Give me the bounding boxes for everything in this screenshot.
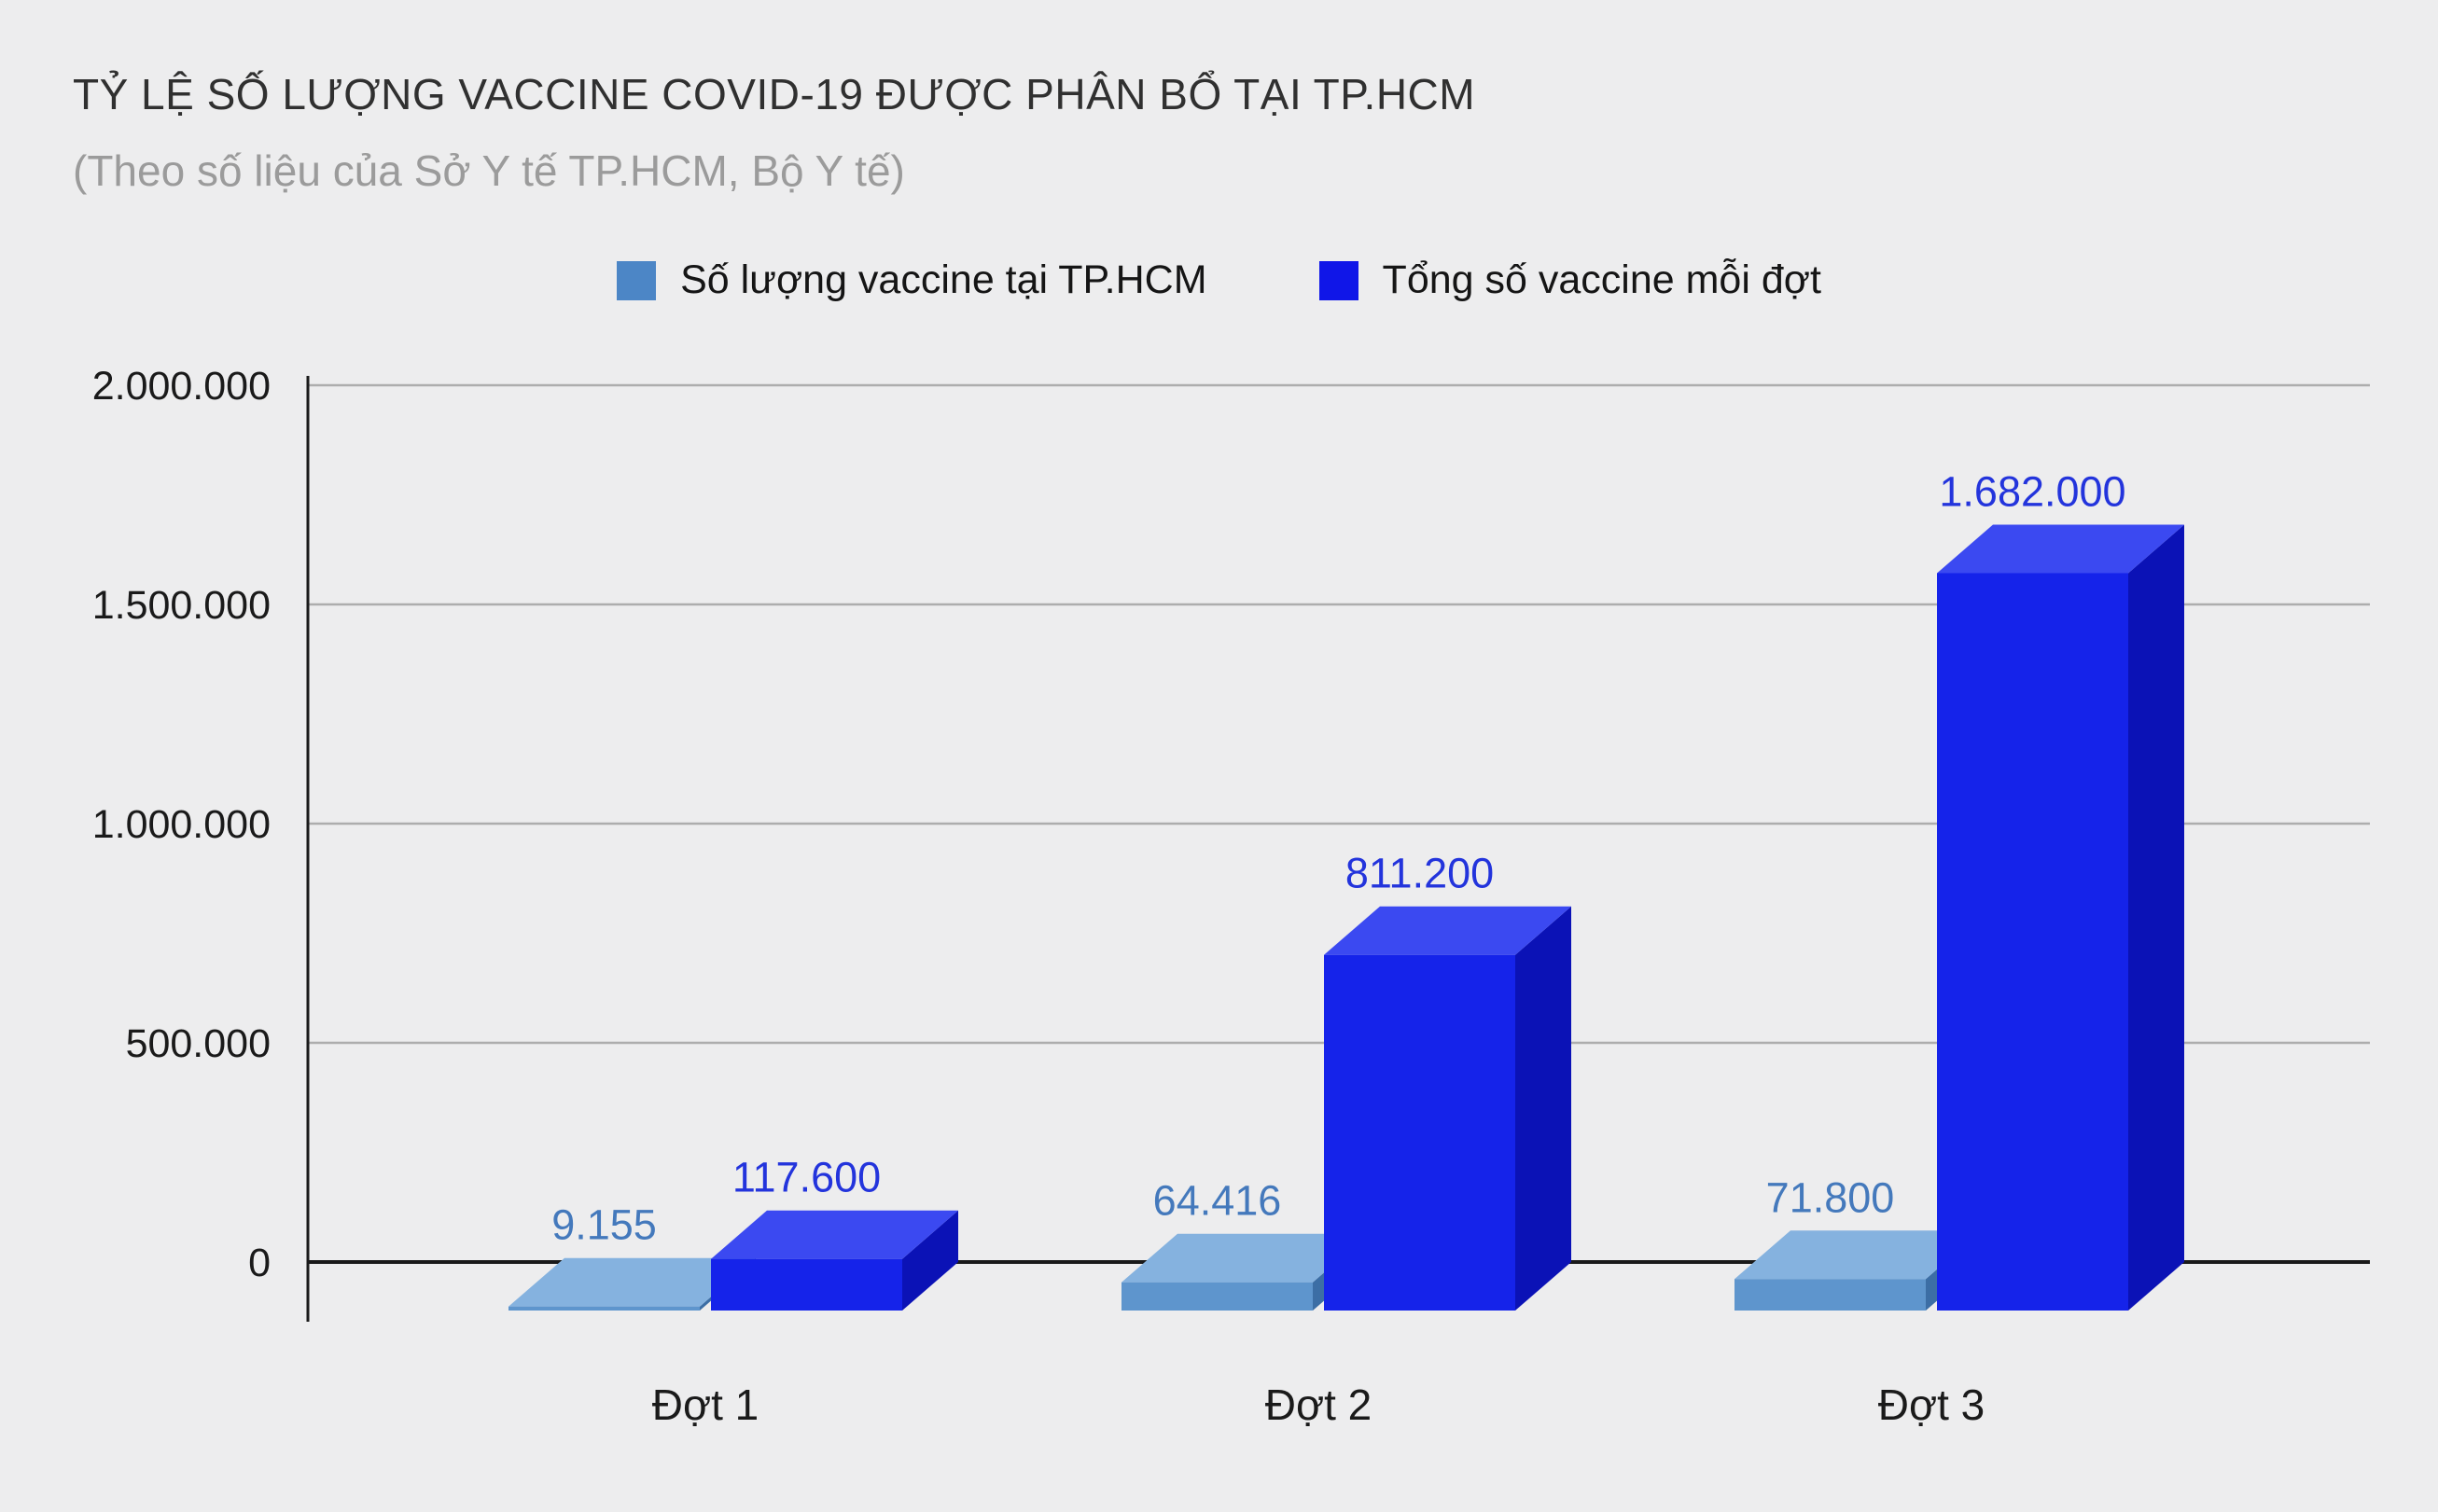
bar-group2-series2-front-face [1324, 954, 1515, 1311]
bar-group1-series2-front-face [711, 1258, 902, 1311]
bar-group2-series1-front-face [1121, 1282, 1313, 1311]
legend-label-hcm-vaccines: Số lượng vaccine tại TP.HCM [680, 257, 1207, 302]
bar-group1-series2-side-face [902, 1210, 958, 1311]
bar-group3-series1-top-face [1734, 1230, 1982, 1280]
bar-group3-series2: 1.682.000 [1937, 467, 2184, 1311]
x-axis-label-group3: Đợt 3 [1878, 1380, 1985, 1429]
x-axis-label-group1: Đợt 1 [652, 1380, 759, 1429]
bar-group3-series2-side-face [2128, 524, 2184, 1311]
bar-group2-series2-top-face [1324, 906, 1571, 955]
y-tick-label-0: 0 [248, 1241, 271, 1285]
chart-subtitle: (Theo số liệu của Sở Y tế TP.HCM, Bộ Y t… [73, 146, 905, 195]
bar-group1-series2: 117.600 [711, 1154, 958, 1311]
chart-title: TỶ LỆ SỐ LƯỢNG VACCINE COVID-19 ĐƯỢC PHÂ… [73, 70, 1476, 118]
legend-label-total-vaccines: Tổng số vaccine mỗi đợt [1382, 257, 1821, 302]
bar-group3-series1-front-face [1734, 1279, 1926, 1311]
bar-group2-series1-value-label: 64.416 [1153, 1177, 1282, 1225]
chart-legend: Số lượng vaccine tại TP.HCM Tổng số vacc… [0, 257, 2438, 303]
legend-swatch-total-vaccines [1318, 260, 1358, 300]
legend-swatch-hcm-vaccines [617, 260, 657, 300]
bar-group1-series1-front-face [508, 1306, 700, 1311]
bar-group3-series2-top-face [1937, 524, 2184, 574]
bar-group1-series2-value-label: 117.600 [732, 1154, 881, 1201]
bar-group3-series2-value-label: 1.682.000 [1939, 467, 2125, 515]
bar-group3-series1: 71.800 [1734, 1173, 1982, 1311]
bar-group3-series1-value-label: 71.800 [1766, 1173, 1895, 1221]
bar-group2-series2-side-face [1515, 906, 1571, 1311]
y-tick-label-4: 2.000.000 [92, 364, 271, 409]
bar-group2-series2-value-label: 811.200 [1345, 850, 1494, 897]
x-axis-label-group2: Đợt 2 [1265, 1380, 1372, 1429]
bar-group1-series1-value-label: 9.155 [551, 1201, 657, 1249]
y-tick-label-3: 1.500.000 [92, 583, 271, 628]
bar-group1-series1-top-face [508, 1257, 756, 1307]
y-tick-label-1: 500.000 [126, 1021, 271, 1066]
bar-group3-series2-front-face [1937, 573, 2128, 1311]
bar-group1-series2-top-face [711, 1210, 958, 1259]
bar-group2-series1-top-face [1121, 1233, 1369, 1283]
bar-group2-series2: 811.200 [1324, 850, 1571, 1311]
y-tick-label-2: 1.000.000 [92, 802, 271, 847]
legend-item-total-vaccines[interactable]: Tổng số vaccine mỗi đợt [1318, 257, 1821, 303]
legend-item-hcm-vaccines[interactable]: Số lượng vaccine tại TP.HCM [617, 257, 1207, 303]
